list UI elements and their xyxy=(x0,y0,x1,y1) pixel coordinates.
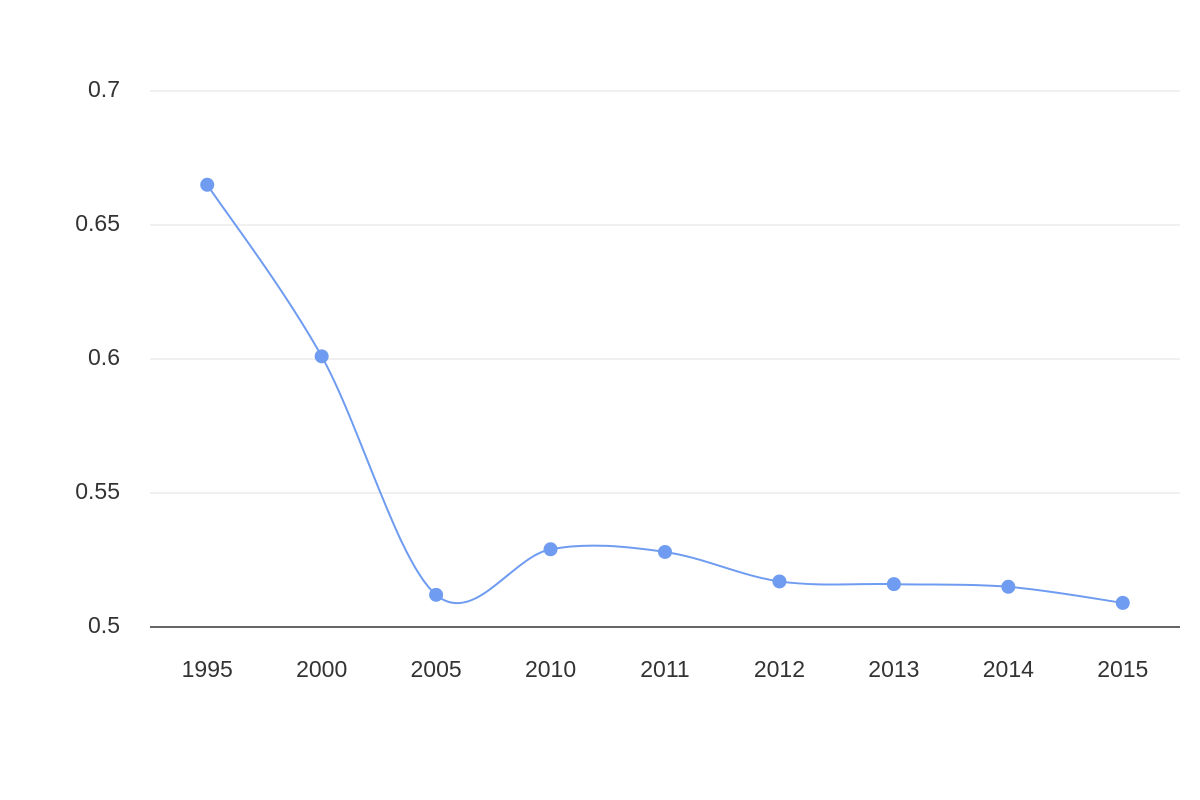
x-tick-label: 2000 xyxy=(296,656,347,682)
y-tick-label: 0.55 xyxy=(75,478,120,504)
x-tick-label: 2005 xyxy=(411,656,462,682)
point xyxy=(1001,579,1016,594)
x-tick-label: 2014 xyxy=(983,656,1034,682)
x-tick-label: 2012 xyxy=(754,656,805,682)
x-tick-label: 2010 xyxy=(525,656,576,682)
point xyxy=(772,574,787,589)
point xyxy=(543,542,558,557)
point xyxy=(314,349,329,364)
point xyxy=(429,587,444,602)
x-tick-label: 2015 xyxy=(1097,656,1148,682)
y-tick-label: 0.5 xyxy=(88,612,120,638)
x-tick-label: 2011 xyxy=(640,656,689,682)
point xyxy=(1115,595,1130,610)
line xyxy=(206,184,1123,604)
point xyxy=(200,177,215,192)
x-tick-label: 1995 xyxy=(182,656,233,682)
x-tick-label: 2013 xyxy=(868,656,919,682)
y-tick-label: 0.65 xyxy=(75,210,120,236)
y-tick-label: 0.7 xyxy=(88,76,120,102)
point xyxy=(886,577,901,592)
point xyxy=(658,544,672,559)
y-tick-label: 0.6 xyxy=(88,344,120,370)
